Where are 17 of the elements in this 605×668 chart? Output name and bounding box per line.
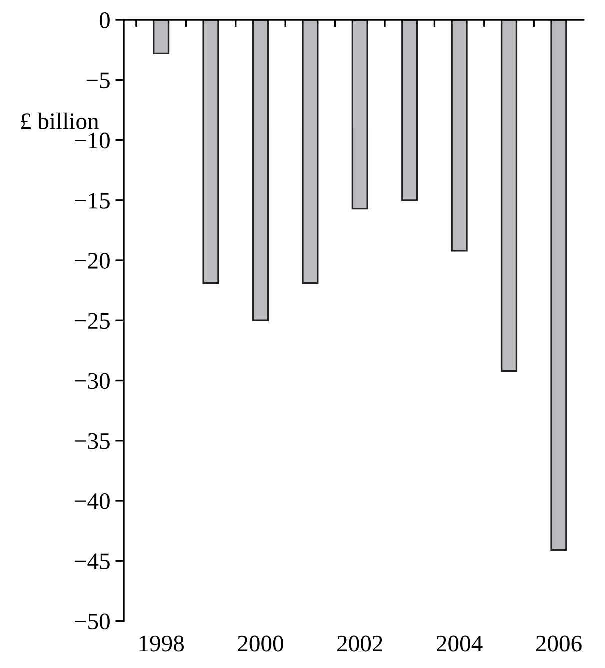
- y-tick-label: −20: [75, 253, 110, 269]
- x-tick-label: 1998: [140, 636, 184, 652]
- y-tick-label: −25: [75, 313, 110, 330]
- x-tick-label: 2002: [338, 636, 382, 652]
- y-tick-label: −50: [75, 614, 110, 630]
- y-tick-label: −5: [86, 72, 110, 89]
- y-tick-label: −30: [75, 373, 110, 390]
- y-tick-label: −40: [75, 493, 110, 510]
- y-axis-title: £ billion: [21, 112, 99, 130]
- y-tick-label: −15: [75, 193, 110, 209]
- x-tick-label: 2000: [238, 636, 284, 652]
- y-tick-label: −35: [75, 433, 110, 450]
- x-tick-label: 2004: [436, 636, 483, 652]
- x-tick-label: 2006: [536, 636, 582, 652]
- y-tick-label: 0: [100, 12, 110, 28]
- y-tick-label: −10: [75, 132, 110, 149]
- y-tick-label: −45: [75, 554, 110, 570]
